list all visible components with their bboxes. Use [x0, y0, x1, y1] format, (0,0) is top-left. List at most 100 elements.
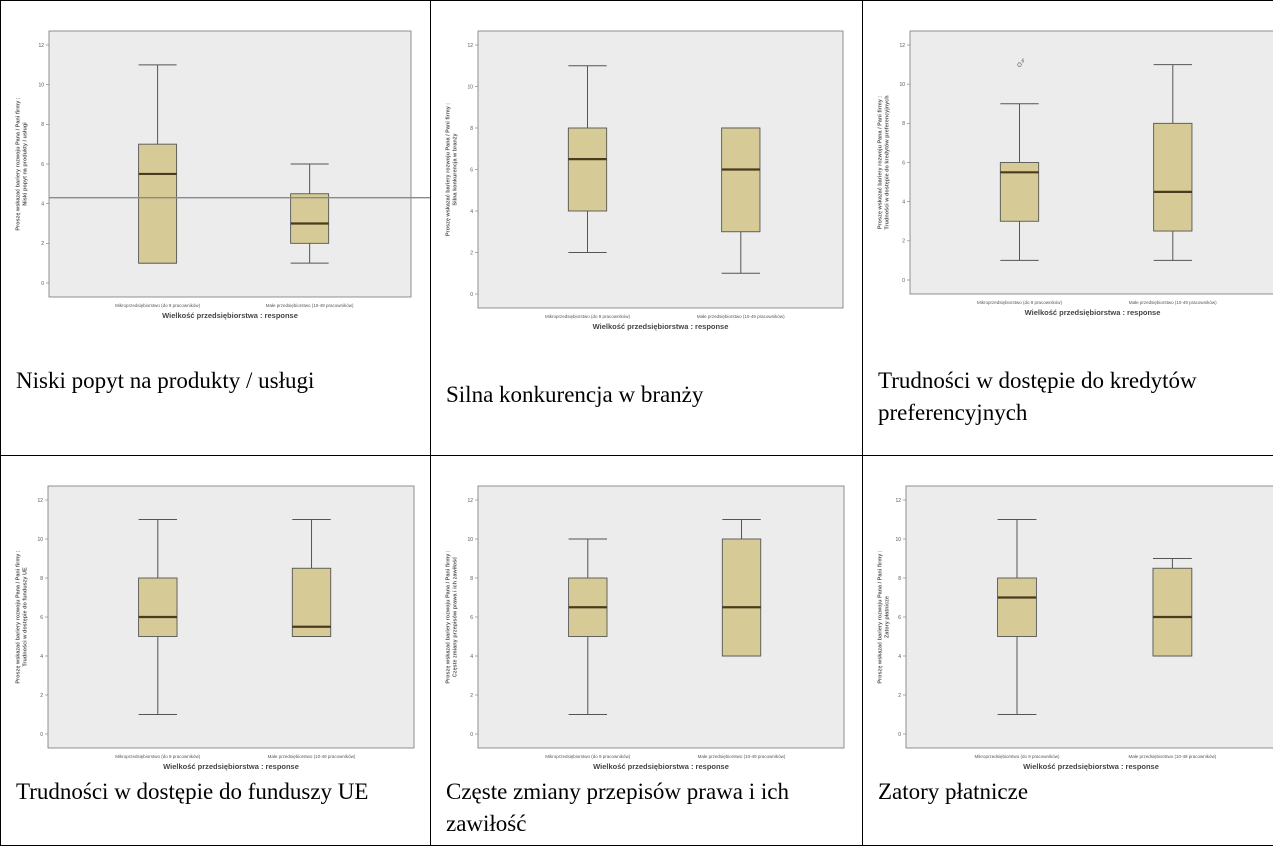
- y-axis-title: Proszę wskazać bariery rozwoju Pana / Pa…: [16, 550, 22, 683]
- y-tick-label: 4: [470, 209, 473, 215]
- y-tick-label: 6: [902, 160, 905, 166]
- x-axis-title: Wielkość przedsiębiorstwa : response: [1025, 308, 1161, 317]
- box-iqr: [721, 538, 762, 657]
- x-tick-label: Mikroprzedsiębiorstwo (do 9 pracowników): [974, 754, 1060, 759]
- chart-cell: 0 2 4 6 8 10 12 Proszę wskazać bariery rozwoju …: [430, 455, 863, 846]
- boxplot-chart: 0 2 4 6 8 10 12 Proszę wskazać bariery rozwoju …: [16, 30, 432, 320]
- x-tick-label: Mikroprzedsiębiorstwo (do 9 pracowników): [545, 754, 631, 759]
- box-iqr: [721, 127, 761, 233]
- y-tick-label: 2: [470, 693, 473, 699]
- y-axis-title: Proszę wskazać bariery rozwoju Pana / Pa…: [878, 550, 884, 683]
- x-axis-title: Wielkość przedsiębiorstwa : response: [1023, 762, 1159, 771]
- y-tick-label: 2: [41, 241, 44, 247]
- y-tick-label: 0: [470, 292, 473, 298]
- y-tick-label: 4: [902, 199, 905, 205]
- y-tick-label: 8: [470, 576, 473, 582]
- y-tick-label: 6: [898, 615, 901, 621]
- x-axis-title: Wielkość przedsiębiorstwa : response: [162, 311, 298, 320]
- y-axis-title: Zatory płatnicze: [885, 596, 891, 638]
- chart-caption: Niski popyt na produkty / usługi: [16, 368, 315, 393]
- y-tick-label: 2: [898, 693, 901, 699]
- chart-caption: Częste zmiany przepisów prawa i ich zawi…: [446, 779, 789, 836]
- plot-area: [48, 30, 412, 298]
- y-tick-label: 6: [470, 167, 473, 173]
- y-tick-label: 8: [41, 122, 44, 128]
- chart-caption: Zatory płatnicze: [878, 779, 1029, 804]
- boxplot-chart: 0 2 4 6 8 10 12 Proszę wskazać bariery rozwoju …: [878, 485, 1273, 771]
- box-iqr: [1152, 567, 1193, 657]
- x-tick-label: Mikroprzedsiębiorstwo (do 9 pracowników): [115, 754, 201, 759]
- y-axis-title: Proszę wskazać bariery rozwoju Pana / Pa…: [446, 103, 452, 236]
- x-tick-label: Małe przedsiębiorstwo (10-49 pracowników…: [1129, 754, 1217, 759]
- y-tick-label: 12: [895, 498, 901, 504]
- x-axis-title: Wielkość przedsiębiorstwa : response: [593, 762, 729, 771]
- box-iqr: [138, 577, 178, 637]
- boxplot-chart: 0 2 4 6 8 10 12 Proszę wskazać bariery rozwoju …: [878, 30, 1273, 317]
- plot-area: [47, 485, 415, 749]
- y-axis-title: Trudności w dostępie do kredytów prefere…: [885, 95, 891, 230]
- y-tick-label: 2: [902, 239, 905, 245]
- x-tick-label: Mikroprzedsiębiorstwo (do 9 pracowników): [545, 314, 631, 319]
- y-axis-title: Częste zmiany przepisów prawa i ich zawi…: [453, 557, 459, 677]
- chart-caption: Trudności w dostępie do kredytów prefere…: [878, 368, 1197, 425]
- y-axis-title: Proszę wskazać bariery rozwoju Pana / Pa…: [878, 96, 884, 229]
- y-tick-label: 0: [902, 278, 905, 284]
- y-axis-title: Trudności w dostępie do funduszy UE: [23, 567, 29, 667]
- y-tick-label: 0: [470, 732, 473, 738]
- box-iqr: [138, 143, 178, 264]
- x-tick-label: Mikroprzedsiębiorstwo (do 9 pracowników): [115, 303, 201, 308]
- chart-cell: 0 2 4 6 8 10 12 Proszę wskazać bariery rozwoju …: [862, 455, 1273, 846]
- boxplot-chart: 0 2 4 6 8 10 12 Proszę wskazać bariery rozwoju …: [16, 485, 415, 771]
- chart-caption: Silna konkurencja w branży: [446, 382, 704, 407]
- y-tick-label: 4: [40, 654, 43, 660]
- y-axis-title: Niski popyt na produkty / usługi: [23, 122, 29, 206]
- plot-area: [905, 485, 1273, 749]
- outlier-label: 6: [1022, 59, 1025, 65]
- box-iqr: [1153, 122, 1193, 232]
- y-tick-label: 10: [899, 82, 905, 88]
- y-axis-title: Silna konkurencja w branży: [453, 132, 459, 205]
- box-iqr: [291, 567, 332, 637]
- y-tick-label: 10: [37, 537, 43, 543]
- chart-cell: 0 2 4 6 8 10 12 Proszę wskazać bariery rozwoju …: [862, 0, 1273, 456]
- y-tick-label: 12: [899, 43, 905, 49]
- x-tick-label: Małe przedsiębiorstwo (10-49 pracowników…: [698, 754, 786, 759]
- y-tick-label: 10: [895, 537, 901, 543]
- y-tick-label: 0: [40, 732, 43, 738]
- y-tick-label: 8: [470, 126, 473, 132]
- y-tick-label: 10: [467, 537, 473, 543]
- y-tick-label: 12: [467, 43, 473, 49]
- x-tick-label: Małe przedsiębiorstwo (10-49 pracowników…: [268, 754, 356, 759]
- y-tick-label: 12: [37, 498, 43, 504]
- y-axis-title: Proszę wskazać bariery rozwoju Pana / Pa…: [16, 97, 22, 230]
- box-iqr: [567, 127, 608, 212]
- x-tick-label: Małe przedsiębiorstwo (10-49 pracowników…: [1129, 300, 1217, 305]
- y-tick-label: 6: [40, 615, 43, 621]
- x-tick-label: Małe przedsiębiorstwo (10-49 pracowników…: [697, 314, 785, 319]
- y-tick-label: 2: [470, 250, 473, 256]
- boxplot-chart: 0 2 4 6 8 10 12 Proszę wskazać bariery rozwoju …: [446, 485, 845, 771]
- x-axis-title: Wielkość przedsiębiorstwa : response: [163, 762, 299, 771]
- plot-area: [477, 30, 844, 309]
- y-tick-label: 12: [467, 498, 473, 504]
- box-iqr: [997, 577, 1037, 637]
- box-iqr: [290, 193, 330, 244]
- y-tick-label: 4: [898, 654, 901, 660]
- chart-cell: 0 2 4 6 8 10 12 Proszę wskazać bariery rozwoju …: [0, 455, 431, 846]
- y-tick-label: 12: [38, 43, 44, 49]
- y-tick-label: 10: [38, 82, 44, 88]
- plot-area: [477, 485, 845, 749]
- x-tick-label: Małe przedsiębiorstwo (10-49 pracowników…: [266, 303, 354, 308]
- chart-caption: Trudności w dostępie do funduszy UE: [16, 779, 369, 804]
- x-tick-label: Mikroprzedsiębiorstwo (do 9 pracowników): [977, 300, 1063, 305]
- y-tick-label: 0: [41, 281, 44, 287]
- y-tick-label: 0: [898, 732, 901, 738]
- y-tick-label: 4: [41, 201, 44, 207]
- x-axis-title: Wielkość przedsiębiorstwa : response: [593, 322, 729, 331]
- y-tick-label: 8: [40, 576, 43, 582]
- y-axis-title: Proszę wskazać bariery rozwoju Pana / Pa…: [446, 550, 452, 683]
- y-tick-label: 6: [41, 162, 44, 168]
- chart-cell: 0 2 4 6 8 10 12 Proszę wskazać bariery rozwoju …: [430, 0, 863, 456]
- y-tick-label: 4: [470, 654, 473, 660]
